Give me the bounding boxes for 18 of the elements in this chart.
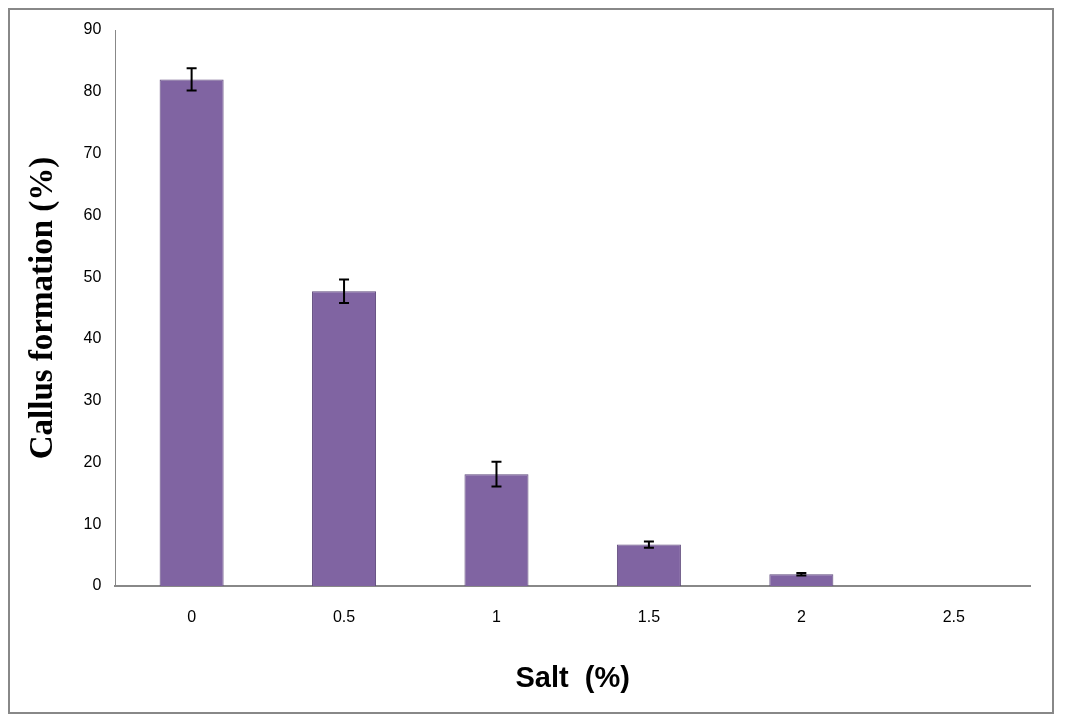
y-tick-label: 50	[83, 267, 102, 285]
y-tick-label: 0	[92, 576, 102, 594]
y-tick-label: 90	[83, 20, 102, 38]
x-tick-label: 0	[187, 608, 197, 626]
y-tick-label: 10	[83, 514, 102, 532]
y-tick-label: 80	[83, 82, 102, 100]
y-tick-label: 20	[83, 452, 102, 470]
x-tick-label: 1.5	[637, 608, 661, 626]
y-tick-label: 70	[83, 143, 102, 161]
x-axis-title: Salt (%)	[515, 660, 630, 693]
x-tick-label: 2	[796, 608, 806, 626]
x-tick-label: 0.5	[332, 608, 356, 626]
x-tick-label: 2.5	[942, 608, 965, 626]
x-tick-label: 1	[492, 608, 502, 626]
y-tick-label: 30	[83, 391, 102, 409]
y-axis-title: Callus formation (%)	[23, 156, 61, 460]
y-tick-label: 40	[83, 329, 102, 347]
y-tick-label: 60	[83, 205, 102, 223]
